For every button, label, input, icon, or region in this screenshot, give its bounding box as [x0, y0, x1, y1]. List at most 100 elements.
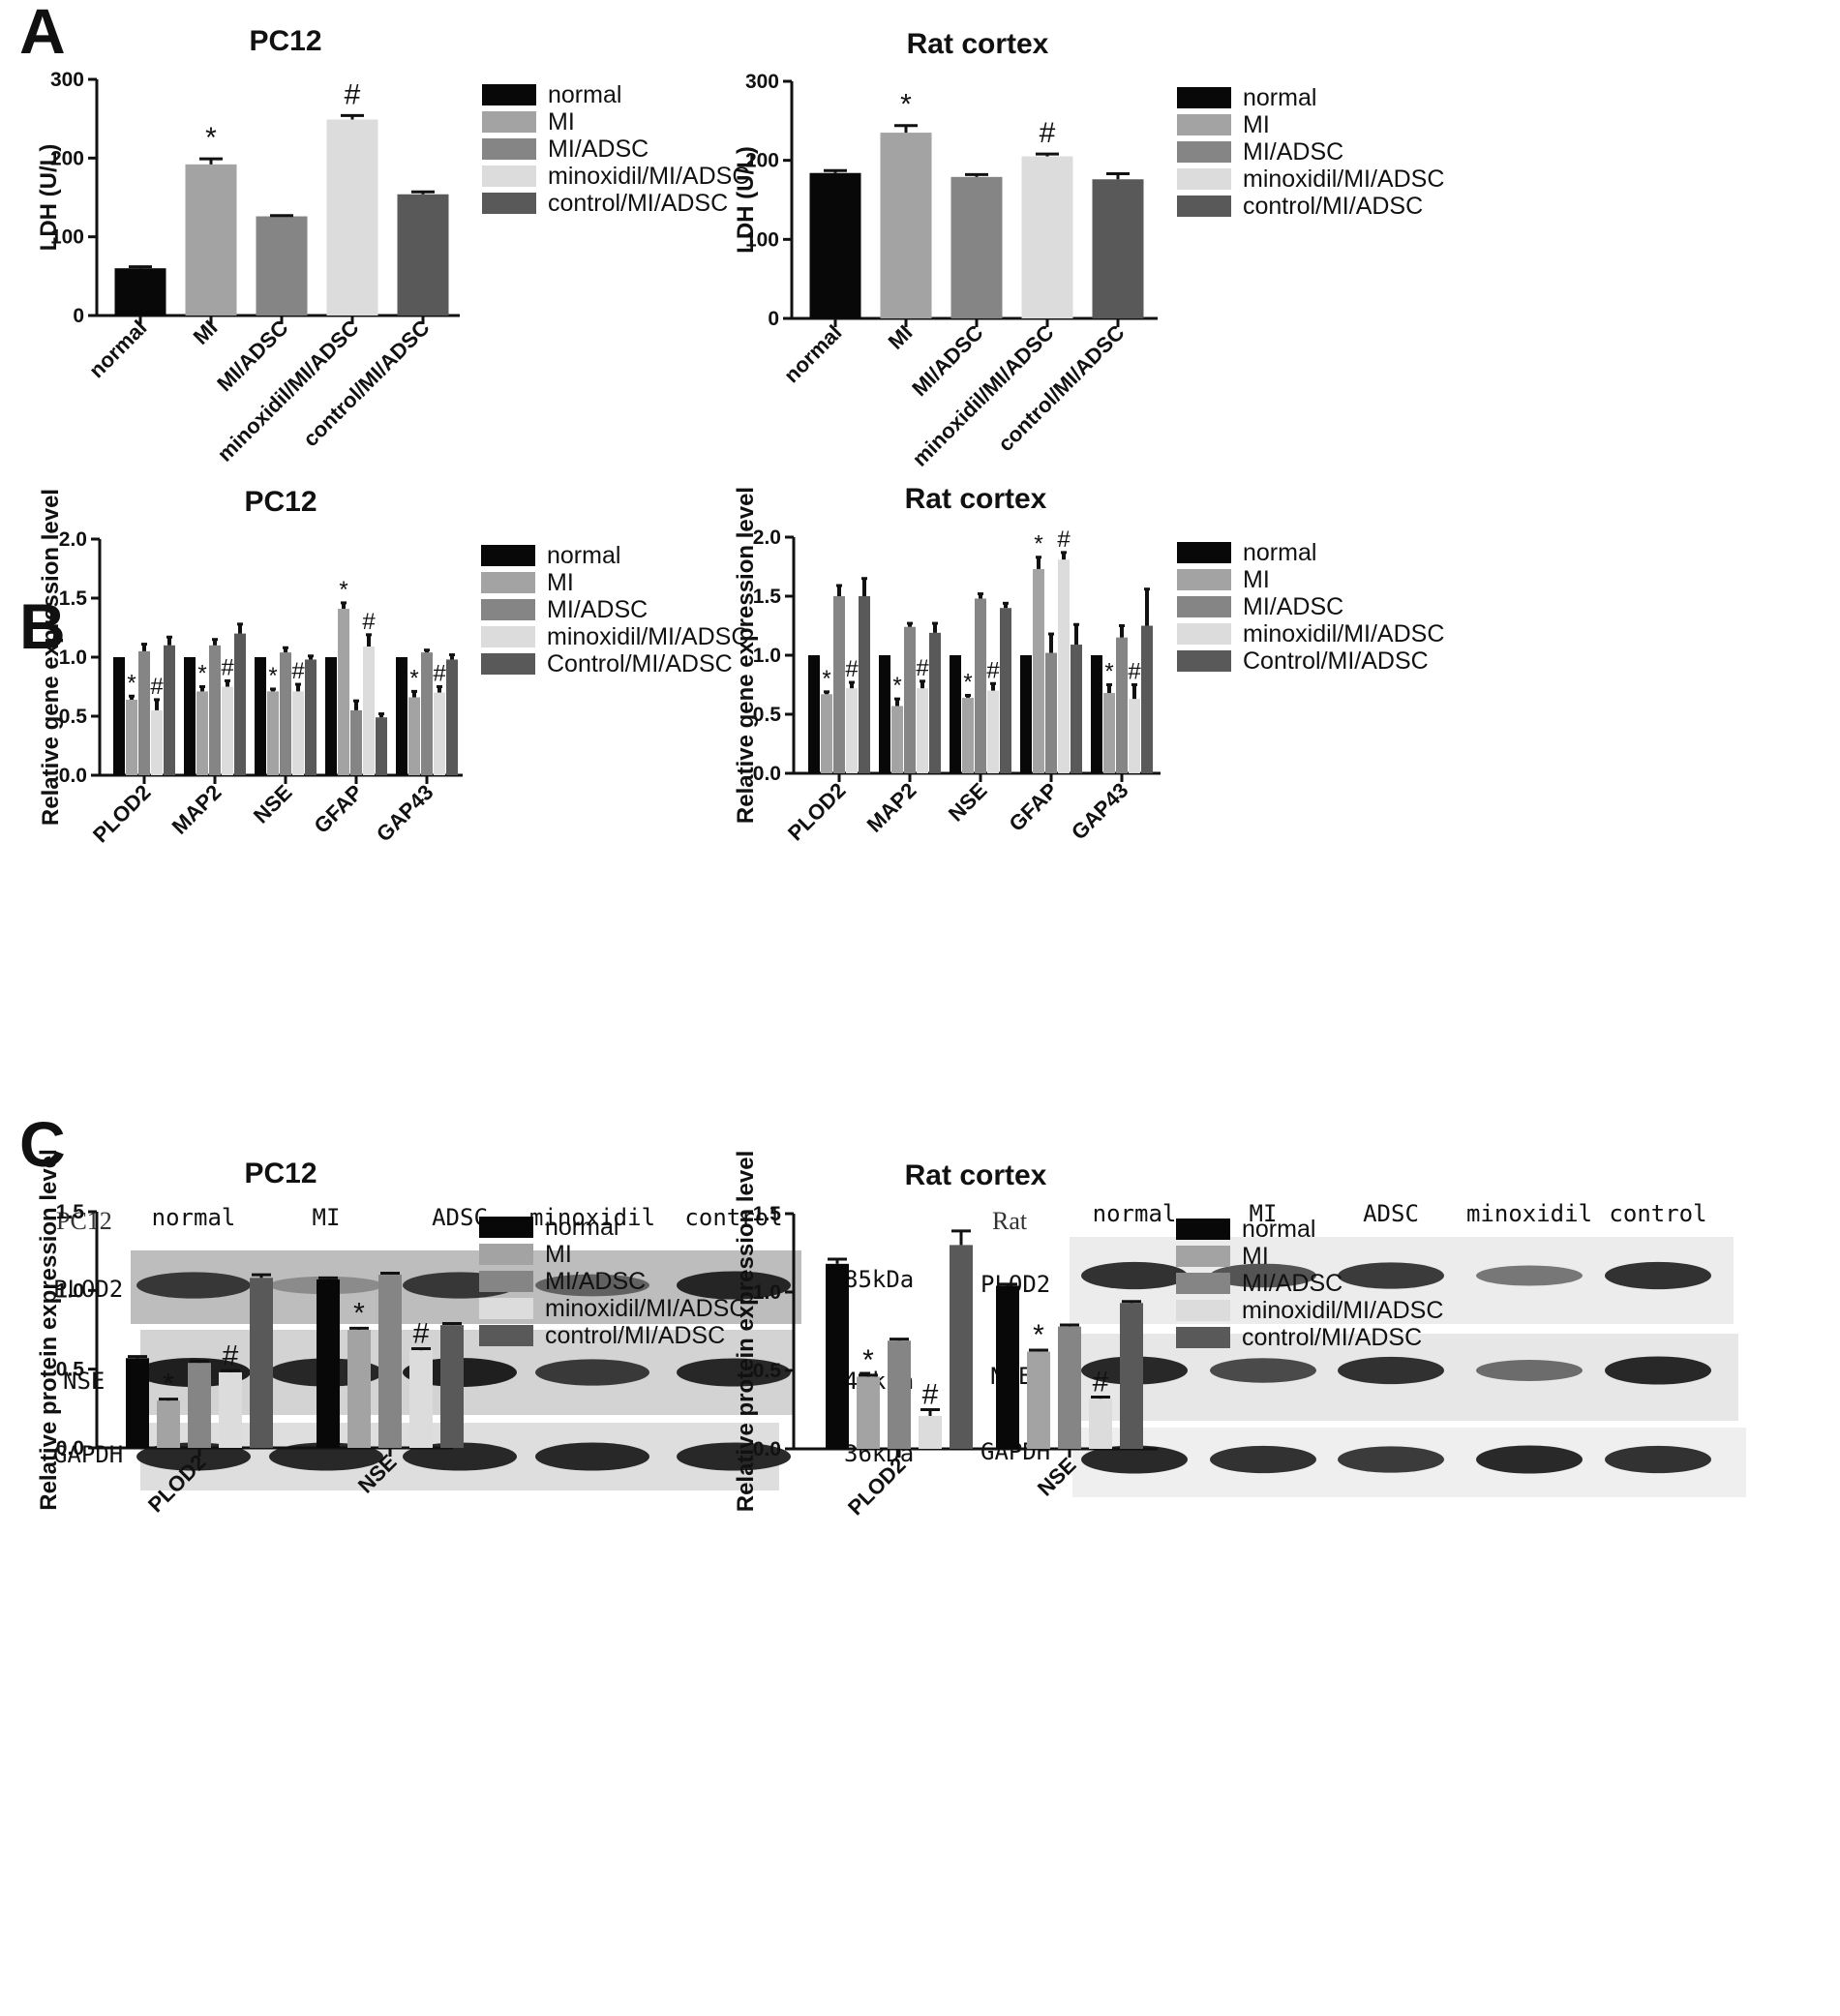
legend-entry: MI — [548, 108, 575, 135]
y-tick-label: 1.0 — [59, 647, 87, 669]
blot-lane-label: ADSC — [1363, 1200, 1419, 1227]
x-tick-label: normal — [779, 320, 847, 388]
y-tick-label: 0 — [73, 305, 84, 327]
bar — [888, 1340, 911, 1449]
blot-lane-label: normal — [1093, 1200, 1177, 1227]
legend-entry: control/MI/ADSC — [545, 1322, 725, 1349]
bar — [1058, 1326, 1081, 1449]
legend-swatch — [1176, 1246, 1230, 1267]
legend-swatch — [482, 138, 536, 160]
bar — [891, 706, 903, 773]
legend-entry: normal — [547, 542, 620, 569]
blot-band — [1476, 1265, 1583, 1286]
blot-band — [1605, 1261, 1711, 1290]
y-tick-label: 1.5 — [753, 1203, 782, 1225]
x-tick-label: control/MI/ADSC — [298, 316, 434, 451]
y-tick-label: 0.0 — [59, 765, 87, 787]
bar — [1091, 655, 1102, 773]
blot-band — [136, 1272, 251, 1299]
legend-swatch — [1177, 168, 1231, 190]
bar — [929, 632, 941, 773]
significance-mark: # — [1128, 659, 1141, 685]
legend-entry: MI/ADSC — [545, 1268, 646, 1295]
legend-swatch — [1176, 1327, 1230, 1348]
blot-lane-label: control — [684, 1204, 782, 1231]
y-tick-label: 200 — [50, 147, 84, 169]
bar — [1116, 637, 1128, 773]
bar — [440, 1325, 464, 1448]
bar — [325, 657, 337, 775]
bar — [338, 608, 349, 775]
significance-mark: # — [1093, 1367, 1109, 1399]
bar — [962, 697, 974, 773]
legend-entry: Control/MI/ADSC — [547, 650, 733, 677]
bar — [184, 657, 196, 775]
bar — [222, 686, 233, 775]
legend-entry: normal — [1243, 84, 1316, 111]
bar — [857, 1376, 880, 1449]
blot-band — [677, 1358, 791, 1387]
significance-mark: # — [916, 655, 929, 681]
y-axis-label: Relative protein expression level — [733, 1151, 759, 1513]
legend-entry: MI/ADSC — [1243, 593, 1343, 620]
legend-swatch — [482, 193, 536, 214]
bar — [185, 164, 237, 316]
significance-mark: * — [1034, 531, 1042, 557]
y-tick-label: 1.0 — [753, 645, 781, 667]
legend-swatch — [479, 1271, 533, 1292]
bar — [1092, 179, 1144, 318]
legend-swatch — [482, 84, 536, 105]
significance-mark: * — [822, 666, 830, 692]
y-axis-label: Relative protein expression level — [36, 1149, 62, 1511]
legend-entry: MI/ADSC — [1243, 138, 1343, 165]
bar — [950, 1245, 973, 1449]
blot-band — [1210, 1263, 1316, 1288]
legend-entry: normal — [548, 81, 621, 108]
bar — [255, 657, 266, 775]
blot-lane-label: control — [1609, 1200, 1706, 1227]
legend-swatch — [479, 1325, 533, 1346]
x-tick-label: normal — [84, 316, 152, 383]
x-tick-label: NSE — [944, 778, 992, 827]
bar — [409, 1350, 433, 1448]
significance-mark: # — [1040, 117, 1056, 149]
bar — [350, 709, 362, 775]
blot-band — [1476, 1360, 1583, 1381]
legend-swatch — [481, 626, 535, 647]
bar — [157, 1400, 180, 1448]
bar — [904, 626, 916, 773]
bar — [434, 692, 445, 775]
bar — [126, 699, 137, 775]
bar — [950, 655, 961, 773]
x-tick-label: MI — [884, 320, 918, 354]
blot-lane-label: MI — [313, 1204, 341, 1231]
y-tick-label: 1.5 — [56, 1201, 85, 1223]
blot-band — [677, 1271, 791, 1300]
legend-entry: control/MI/ADSC — [1243, 193, 1423, 220]
blot-lane-label: MI — [1250, 1200, 1278, 1227]
x-tick-label: control/MI/ADSC — [993, 320, 1129, 456]
legend-swatch — [481, 572, 535, 593]
legend-entry: MI — [1243, 111, 1270, 138]
blot-lane-label: normal — [152, 1204, 236, 1231]
legend-swatch — [1177, 569, 1231, 590]
bar — [378, 1275, 402, 1448]
bar — [397, 194, 449, 316]
significance-mark: * — [127, 670, 136, 696]
bar — [363, 647, 375, 775]
bar — [126, 1358, 149, 1448]
legend-swatch — [1177, 114, 1231, 135]
legend-entry: MI — [1243, 566, 1270, 593]
panel-label-c: C — [19, 1108, 66, 1180]
y-tick-label: 0.5 — [56, 1359, 85, 1381]
bar — [114, 268, 166, 316]
blot-band — [677, 1442, 791, 1471]
significance-mark: # — [433, 661, 446, 687]
bar — [846, 688, 858, 773]
bar — [917, 688, 928, 773]
legend-entry: normal — [1243, 539, 1316, 566]
